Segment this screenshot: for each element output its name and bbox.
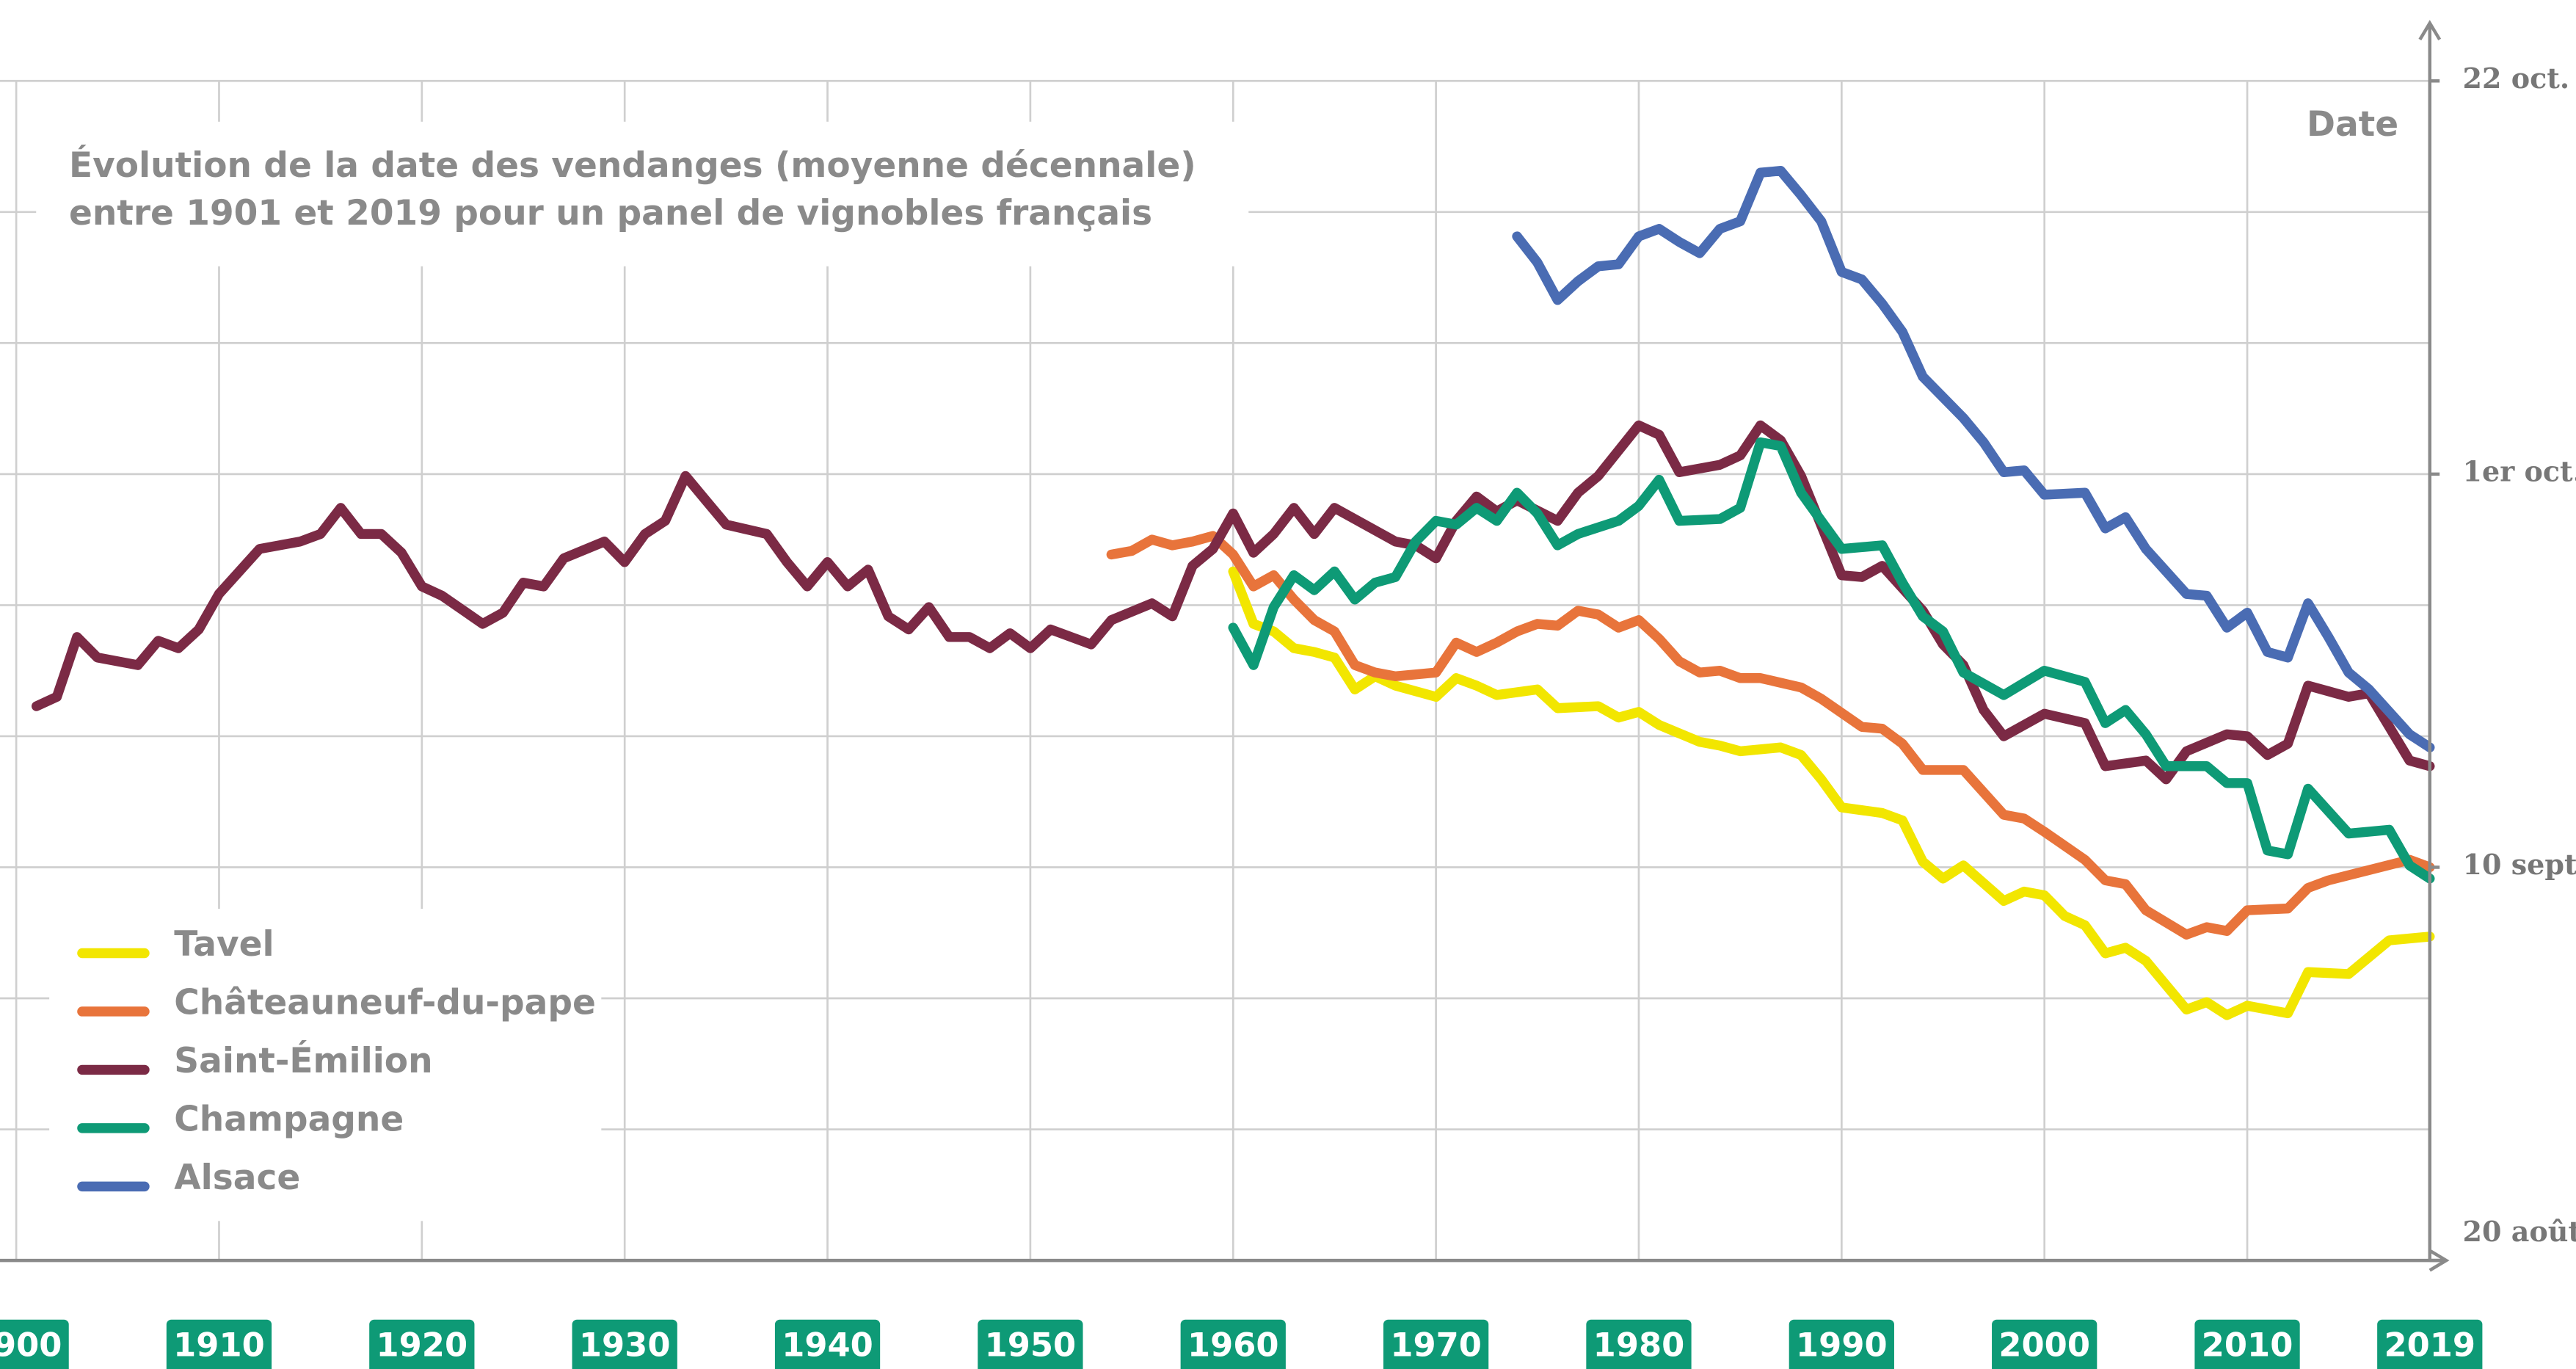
legend-label: Châteauneuf-du-pape [174, 983, 596, 1023]
legend-label: Alsace [174, 1158, 300, 1198]
x-tick-box [1586, 1319, 1692, 1369]
x-tick-label: 1960 [1187, 1326, 1279, 1365]
x-tick-label: 1920 [376, 1326, 468, 1365]
x-tick-label: 1930 [579, 1326, 671, 1365]
legend-label: Saint-Émilion [174, 1041, 432, 1081]
series-line [1228, 566, 2435, 1020]
lines [31, 166, 2435, 1020]
y-axis-arrow [2418, 20, 2442, 41]
ticks: 20 août 10 sept. 1er oct. 22 oct. 1900 1910 19… [0, 62, 2576, 1369]
x-tick-box [1992, 1319, 2097, 1369]
legend-label: Champagne [174, 1099, 404, 1139]
x-tick-label: 1970 [1390, 1326, 1482, 1365]
x-tick-box [2377, 1319, 2483, 1369]
x-tick-box [369, 1319, 475, 1369]
x-tick-box [774, 1319, 881, 1369]
x-tick-box [978, 1319, 1083, 1369]
chart-title: entre 1901 et 2019 pour un panel de vign… [69, 193, 1152, 233]
x-tick-box [1383, 1319, 1489, 1369]
y-tick-label: 1er oct. [2463, 454, 2576, 487]
x-tick-box [0, 1319, 69, 1369]
axes [0, 20, 2450, 1272]
series-line [1228, 437, 2435, 884]
y-tick-label: 10 sept. [2463, 848, 2576, 881]
y-axis-label: Date [2307, 104, 2398, 145]
y-tick-label: 20 août [2463, 1215, 2576, 1248]
x-tick-label: 1990 [1796, 1326, 1888, 1365]
x-tick-box [572, 1319, 677, 1369]
series-line [1106, 531, 2435, 940]
chart-title: Évolution de la date des vendanges (moye… [69, 145, 1196, 186]
x-tick-box [1789, 1319, 1894, 1369]
x-axis-arrow [2428, 1249, 2450, 1272]
x-tick-label: 1940 [782, 1326, 873, 1365]
y-tick-label: 22 oct. [2463, 62, 2570, 95]
x-tick-label: 2010 [2202, 1326, 2293, 1365]
legend: Tavel Châteauneuf-du-pape Saint-Émilion Cha… [77, 924, 596, 1198]
legend-label: Tavel [174, 924, 274, 965]
x-tick-label: 1980 [1593, 1326, 1685, 1365]
x-tick-label: 1910 [173, 1326, 265, 1365]
x-tick-label: 1900 [0, 1326, 62, 1365]
title-box [36, 121, 1249, 266]
series-line [1512, 166, 2435, 752]
series-line [31, 420, 2435, 785]
x-tick-label: 1950 [985, 1326, 1077, 1365]
x-tick-label: 2019 [2384, 1326, 2475, 1365]
x-tick-label: 2000 [1998, 1326, 2090, 1365]
x-tick-box [2194, 1319, 2300, 1369]
x-tick-box [166, 1319, 272, 1369]
x-tick-box [1180, 1319, 1286, 1369]
